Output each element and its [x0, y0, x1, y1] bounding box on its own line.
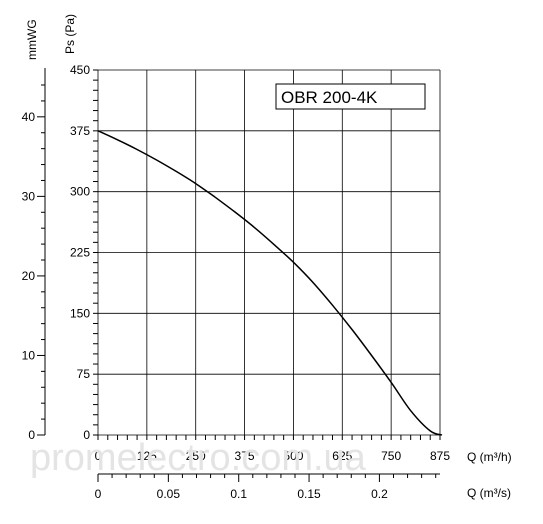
m3h-tick-label: 125: [137, 449, 157, 463]
pa-tick-label: 450: [70, 63, 90, 77]
m3s-tick-label: 0: [95, 487, 102, 501]
y-axis-pressure-label: Ps (Pa): [63, 14, 77, 54]
m3h-tick-label: 0: [95, 449, 102, 463]
m3h-tick-label: 625: [332, 449, 352, 463]
pa-tick-label: 375: [70, 124, 90, 138]
pa-tick-label: 225: [70, 246, 90, 260]
m3s-tick-label: 0.2: [371, 487, 388, 501]
m3h-tick-label: 750: [381, 449, 401, 463]
m3s-tick-label: 0.05: [157, 487, 181, 501]
m3h-tick-label: 250: [186, 449, 206, 463]
m3h-tick-label: 500: [283, 449, 303, 463]
m3s-tick-label: 0.15: [297, 487, 321, 501]
performance-curve: [97, 130, 443, 436]
m3h-tick-label: 875: [430, 449, 450, 463]
pa-tick-label: 75: [77, 367, 91, 381]
y-axis-mmwg-label: mmWG: [25, 19, 39, 60]
m3h-tick-label: 375: [235, 449, 255, 463]
pa-tick-label: 300: [70, 185, 90, 199]
mmwg-tick-label: 0: [28, 428, 35, 442]
pa-tick-label: 0: [83, 428, 90, 442]
mmwg-tick-label: 30: [22, 189, 36, 203]
mmwg-tick-label: 20: [22, 269, 36, 283]
x-axis-flow-m3s-label: Q (m³/s): [467, 486, 511, 500]
pa-tick-label: 150: [70, 306, 90, 320]
mmwg-tick-label: 40: [22, 110, 36, 124]
grid: [97, 69, 441, 436]
x-axis-flow-m3h-label: Q (m³/h): [467, 450, 512, 464]
m3s-tick-label: 0.1: [230, 487, 247, 501]
axes: [37, 68, 441, 482]
model-label-box: [275, 83, 426, 110]
mmwg-tick-label: 10: [22, 348, 36, 362]
tick-labels: 0 75 150 225 300 375 450 0 10 20 30 40 0 125 250 375 500…: [22, 63, 451, 501]
model-label: OBR 200-4K: [281, 88, 378, 107]
watermark-text: promelectro.com.ua: [30, 437, 367, 479]
